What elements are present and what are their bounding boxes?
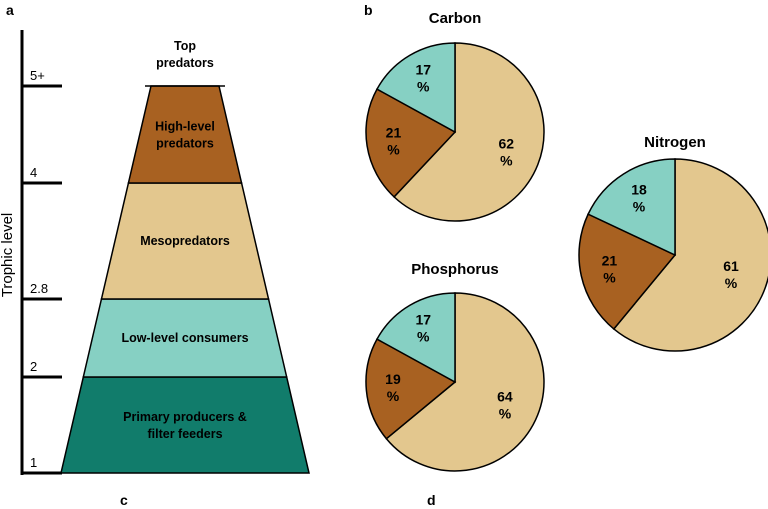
pie-title: Nitrogen [644, 134, 706, 151]
pyramid-layer [60, 376, 310, 474]
pie-slice [375, 292, 456, 384]
pie-slice-label-line: % [499, 405, 512, 421]
pie-slice-label: 61% [723, 258, 739, 291]
pyramid-layer-label: Primary producers & filter feeders [123, 410, 247, 441]
pie-slice-label: 21% [602, 253, 618, 286]
pie-slice-label-line: 62 [499, 135, 515, 151]
pie-slice-label-line: 17 [415, 61, 431, 77]
panel-label-c: c [120, 492, 128, 508]
pyramid-layer [127, 85, 243, 184]
panel-label-a: a [6, 2, 14, 18]
pie-slice-label-line: 19 [385, 371, 401, 387]
y-tick-label: 1 [30, 455, 37, 470]
pie-slice-label-line: 18 [631, 181, 647, 197]
pie-slice-label-line: % [417, 328, 430, 344]
top-predators-label-line: predators [156, 56, 214, 70]
pyramid-layer-label-line: predators [156, 137, 214, 151]
pie-slice-label-line: % [603, 270, 616, 286]
pie-slice-label-line: % [387, 388, 400, 404]
pyramid-layer-label-line: Low-level consumers [121, 331, 248, 345]
pyramid-layer-label: High-level predators [155, 120, 215, 151]
pie-slice-label-line: 17 [415, 311, 431, 327]
pie-slice-label-line: 21 [602, 253, 618, 269]
top-predators-label-line: Top [174, 39, 196, 53]
pie-slice [612, 158, 768, 352]
pie-slice-label: 17% [415, 61, 431, 94]
top-predators-label: Top predators [156, 39, 214, 70]
pyramid-layer-label: Mesopredators [140, 234, 230, 248]
pie-slice-label-line: % [500, 152, 513, 168]
y-tick-label: 2 [30, 359, 37, 374]
trophic-pyramid: 1 2 2.8 4 5+ Trophic level Primary producers &… [0, 30, 310, 475]
pyramid-layer-label-line: Primary producers & [123, 410, 247, 424]
y-tick-label: 4 [30, 165, 37, 180]
panel-label-b: b [364, 2, 373, 18]
pie-title: Carbon [429, 10, 482, 27]
pyramid-layer-label-line: High-level [155, 120, 215, 134]
pie-slice [587, 158, 676, 257]
pie-slice [385, 292, 545, 472]
pie-slice [375, 42, 456, 134]
y-tick-label: 2.8 [30, 281, 48, 296]
y-tick-label: 5+ [30, 68, 45, 83]
pie-slice-label-line: % [387, 142, 400, 158]
pie-slice-label: 64% [497, 388, 513, 421]
pie-slice-label: 19% [385, 371, 401, 404]
panel-label-d: d [427, 492, 436, 508]
y-axis-title: Trophic level [0, 213, 16, 297]
pie-slice-label: 17% [415, 311, 431, 344]
pie-slice-label: 18% [631, 181, 647, 214]
pie-slice-label-line: 61 [723, 258, 739, 274]
pie-slice-label-line: 64 [497, 388, 513, 404]
pie-slice [578, 213, 677, 331]
pie-slice-label: 62% [499, 135, 515, 168]
pie-title: Phosphorus [411, 261, 499, 278]
pyramid-layer-label: Low-level consumers [121, 331, 248, 345]
pyramid-layer-label-line: Mesopredators [140, 234, 230, 248]
pie-slice-label-line: % [417, 78, 430, 94]
pyramid-layer-label-line: filter feeders [147, 427, 222, 441]
pie-slice [393, 42, 545, 222]
pie-slice [365, 88, 457, 198]
pie-slice-label: 21% [386, 125, 402, 158]
pie-slice [365, 338, 457, 440]
pie-slice-label-line: % [633, 198, 646, 214]
pie-slice-label-line: % [725, 275, 738, 291]
pie-slice-label-line: 21 [386, 125, 402, 141]
